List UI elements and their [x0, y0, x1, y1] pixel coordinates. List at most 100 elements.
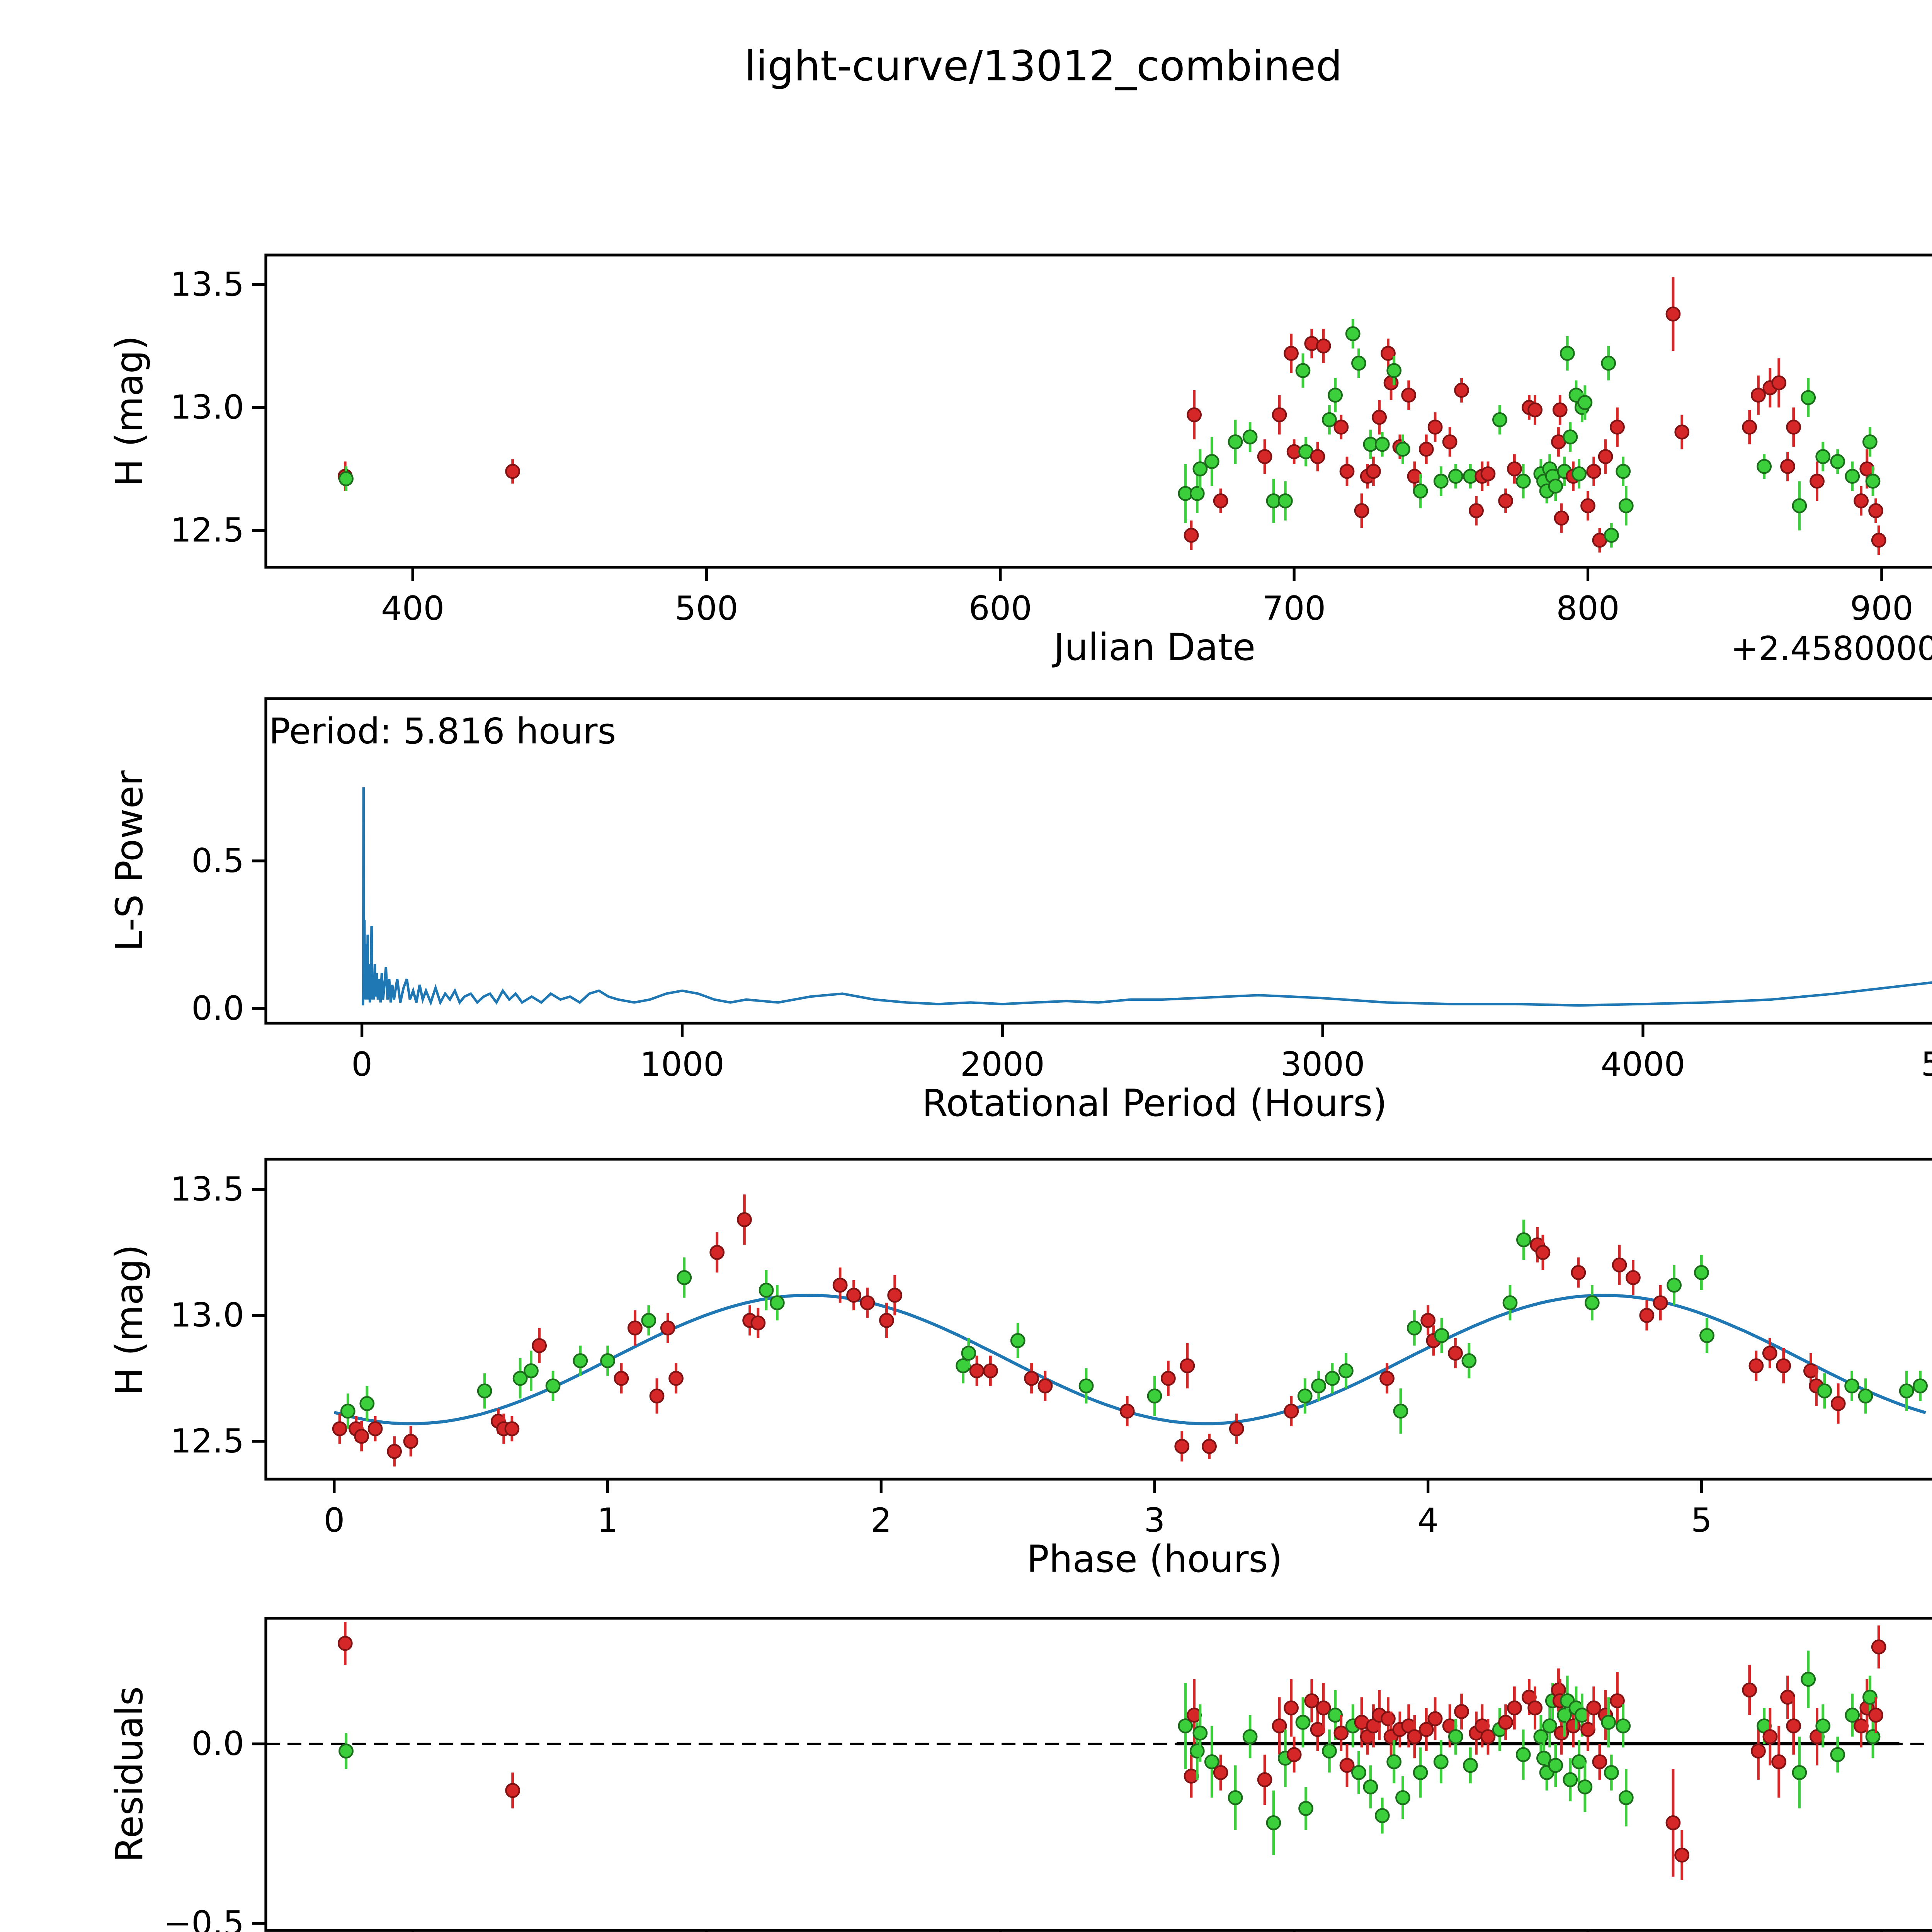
data-point	[1338, 1363, 1354, 1379]
data-point	[1407, 1729, 1422, 1744]
data-point	[1213, 1765, 1228, 1780]
data-point	[1321, 1743, 1337, 1759]
data-point	[505, 1783, 520, 1798]
data-point	[1577, 395, 1593, 410]
data-point	[1762, 1729, 1778, 1744]
data-point	[1612, 1257, 1627, 1273]
data-point	[1751, 388, 1766, 403]
data-point	[1584, 1295, 1600, 1311]
data-point	[1413, 1765, 1428, 1780]
data-point	[1433, 1754, 1449, 1769]
data-point	[1333, 1725, 1349, 1741]
data-point	[512, 1371, 528, 1386]
phase-y-axis-label: H (mag)	[108, 1245, 151, 1396]
data-point	[1792, 498, 1807, 514]
x-tick-label: 800	[1556, 589, 1619, 628]
data-point	[1862, 434, 1878, 449]
data-point	[1515, 1747, 1531, 1762]
data-point	[1284, 1700, 1299, 1716]
x-tick-label: 0	[351, 1045, 372, 1084]
data-point	[1204, 1754, 1219, 1769]
data-point	[338, 471, 354, 486]
data-point	[1592, 1754, 1607, 1769]
data-point	[1830, 454, 1845, 469]
data-point	[1119, 1403, 1135, 1419]
x-tick-label: 5	[1691, 1501, 1712, 1540]
lightcurve-x-offset-text: +2.4580000000e6	[1731, 629, 1932, 668]
data-point	[1461, 1353, 1477, 1368]
data-point	[1202, 1439, 1217, 1454]
data-point	[1180, 1358, 1195, 1374]
data-point	[1571, 1265, 1586, 1280]
data-point	[668, 1371, 684, 1386]
x-tick-label: 500	[675, 589, 738, 628]
data-point	[1321, 412, 1337, 427]
data-point	[600, 1353, 616, 1368]
data-point	[1610, 419, 1625, 435]
data-point	[1374, 437, 1390, 452]
data-point	[1810, 473, 1825, 489]
data-point	[1272, 407, 1287, 422]
data-point	[759, 1282, 774, 1298]
data-point	[504, 1421, 520, 1437]
data-point	[1316, 1700, 1331, 1716]
panels-container: 400 500 600 700 800 900 12.5 13.0 13.5 0 1000 2000 3…	[163, 253, 1932, 1932]
data-point	[403, 1434, 418, 1449]
data-point	[477, 1383, 492, 1399]
x-tick-label: 2	[871, 1501, 892, 1540]
data-point	[1815, 1718, 1831, 1734]
phase-x-axis-label: Phase (hours)	[1027, 1537, 1282, 1581]
data-point	[1345, 326, 1361, 341]
data-point	[1771, 1754, 1787, 1769]
data-point	[1674, 1847, 1690, 1863]
data-point	[1295, 363, 1311, 378]
data-point	[1339, 1758, 1355, 1773]
y-tick-label: 0.5	[191, 842, 244, 880]
data-point	[1480, 466, 1496, 481]
data-point	[1616, 464, 1631, 479]
data-point	[1339, 464, 1355, 479]
data-point	[1448, 1345, 1463, 1361]
data-point	[1786, 419, 1801, 435]
x-tick-label: 4	[1417, 1501, 1439, 1540]
x-tick-label: 900	[1850, 589, 1913, 628]
data-point	[1184, 527, 1199, 543]
data-point	[1379, 1371, 1395, 1386]
data-point	[1742, 1682, 1757, 1698]
data-point	[1554, 1725, 1569, 1741]
data-point	[1865, 473, 1881, 489]
data-point	[969, 1363, 985, 1379]
data-point	[769, 1295, 785, 1311]
data-point	[1507, 1700, 1522, 1716]
data-point	[1242, 1729, 1258, 1744]
data-point	[1351, 355, 1366, 371]
data-point	[1383, 375, 1399, 391]
data-point	[1325, 1371, 1340, 1386]
lightcurve-x-axis-label: Julian Date	[1052, 626, 1255, 669]
data-point	[887, 1287, 903, 1303]
data-point	[1160, 1371, 1176, 1386]
data-point	[1780, 459, 1795, 474]
residuals-frame	[264, 1617, 1932, 1932]
data-point	[1560, 346, 1575, 361]
data-point	[1516, 1232, 1531, 1248]
data-point	[1639, 1308, 1655, 1323]
data-point	[1507, 461, 1522, 476]
data-point	[1418, 1722, 1434, 1737]
data-point	[1536, 1750, 1551, 1766]
data-point	[1381, 346, 1396, 361]
panel-phase_folded: 012345612.513.013.5	[170, 1158, 1932, 1540]
data-point	[1868, 503, 1884, 519]
data-point	[1372, 410, 1387, 425]
data-point	[1858, 1388, 1873, 1404]
data-point	[1899, 1383, 1914, 1399]
x-tick-label: 3000	[1281, 1045, 1365, 1084]
data-point	[1401, 388, 1417, 403]
data-point	[1427, 1711, 1443, 1726]
data-point	[1610, 1693, 1625, 1709]
data-point	[1277, 493, 1293, 509]
data-point	[332, 1421, 347, 1437]
data-point	[1548, 478, 1563, 494]
data-point	[750, 1315, 766, 1331]
x-tick-label: 400	[381, 589, 444, 628]
